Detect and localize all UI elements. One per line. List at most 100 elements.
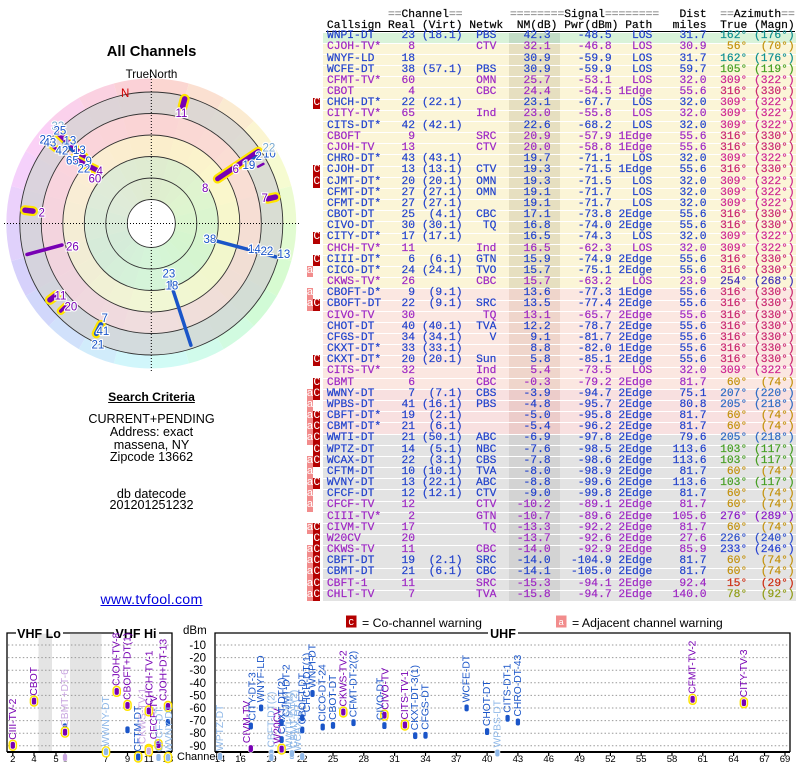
svg-text:25: 25 [54,126,67,138]
svg-text:13: 13 [73,145,86,157]
svg-text:= Co-channel warning: = Co-channel warning [362,616,482,630]
svg-text:20: 20 [40,135,53,147]
svg-text:CIVM-TV: CIVM-TV [242,701,253,743]
svg-text:13: 13 [64,136,77,148]
svg-text:-60: -60 [189,703,206,715]
svg-text:UHF: UHF [490,627,516,641]
svg-text:CBOT: CBOT [29,666,40,695]
svg-text:CHRO-DT-43: CHRO-DT-43 [513,654,524,716]
svg-text:VHF Hi: VHF Hi [116,627,157,641]
svg-text:-40: -40 [189,678,206,690]
svg-text:CFCF-DT: CFCF-DT [155,707,166,752]
svg-text:CFGS-DT: CFGS-DT [421,683,432,729]
svg-text:7: 7 [102,313,108,325]
svg-text:34: 34 [420,754,431,765]
svg-text:-20: -20 [189,653,206,665]
svg-text:CITY-TV-3: CITY-TV-3 [739,649,750,697]
svg-text:4: 4 [31,754,36,765]
svg-text:-90: -90 [189,741,206,753]
svg-text:CFTM-DT: CFTM-DT [133,705,144,751]
svg-text:CFMT-DT-2(2): CFMT-DT-2(2) [349,651,360,717]
svg-text:21: 21 [92,340,105,352]
svg-text:Channel: Channel [177,751,218,763]
svg-text:22: 22 [263,143,276,155]
svg-text:7: 7 [262,193,268,205]
svg-text:60: 60 [89,174,102,186]
svg-text:42: 42 [56,146,69,158]
svg-text:CBMT-DT(2): CBMT-DT(2) [289,690,300,748]
svg-text:22: 22 [261,246,274,258]
svg-text:CHCH-DT(1): CHCH-DT(1) [302,653,313,712]
svg-text:33: 33 [52,121,65,133]
svg-text:WWTI-DT(2): WWTI-DT(2) [284,692,295,750]
svg-text:2: 2 [39,208,45,220]
svg-text:8: 8 [202,183,208,195]
svg-text:43: 43 [513,754,524,765]
svg-text:11: 11 [55,291,67,303]
svg-text:40: 40 [482,754,493,765]
svg-text:WVNY-DT: WVNY-DT [164,704,175,752]
svg-text:-80: -80 [189,728,206,740]
svg-text:WPBS-DT: WPBS-DT [492,699,503,747]
svg-text:20: 20 [65,302,78,314]
svg-text:16: 16 [235,754,246,765]
svg-text:11: 11 [176,108,188,120]
svg-text:CIVO-DT: CIVO-DT [375,677,386,720]
svg-text:CBOT-DT: CBOT-DT [328,674,339,720]
svg-text:N: N [121,88,129,100]
svg-text:CITY-DT-3: CITY-DT-3 [247,672,258,721]
svg-text:CBFT-DT(2): CBFT-DT(2) [266,692,277,748]
svg-text:4: 4 [97,166,104,178]
svg-text:5: 5 [53,754,58,765]
svg-text:-70: -70 [189,716,206,728]
svg-text:55: 55 [636,754,647,765]
svg-text:-50: -50 [189,690,206,702]
svg-text:52: 52 [605,754,616,765]
svg-text:23: 23 [163,269,176,281]
svg-text:CKWS-TV-2: CKWS-TV-2 [338,650,349,706]
svg-text:WPTZ-DT: WPTZ-DT [215,704,226,751]
svg-text:VHF Lo: VHF Lo [17,627,61,641]
svg-text:WCFE-DT: WCFE-DT [462,654,473,702]
svg-text:CJOH+DT-13: CJOH+DT-13 [159,639,170,701]
svg-text:CITS-DT-1: CITS-DT-1 [503,663,514,712]
svg-text:CBOFT+DT(1): CBOFT+DT(1) [123,633,134,700]
svg-text:WNPI-DT: WNPI-DT [308,643,319,688]
svg-text:67: 67 [759,754,770,765]
svg-text:61: 61 [698,754,709,765]
svg-text:25: 25 [328,754,339,765]
svg-text:WNYF-LD: WNYF-LD [256,655,267,702]
svg-text:CKXT-DT(2): CKXT-DT(2) [277,677,288,734]
svg-text:7: 7 [103,754,108,765]
svg-text:= Adjacent channel warning: = Adjacent channel warning [572,616,723,630]
svg-text:14: 14 [248,244,261,256]
svg-text:69: 69 [780,754,791,765]
svg-text:CIVO-TV: CIVO-TV [380,668,391,710]
svg-text:C: C [348,617,354,628]
svg-text:22: 22 [78,164,91,176]
svg-text:CJMT-DT-2: CJMT-DT-2 [282,664,293,717]
svg-text:10: 10 [263,149,276,161]
svg-text:a: a [558,617,564,628]
svg-text:CBOFT-DT: CBOFT-DT [298,672,309,724]
svg-text:WWNY-DT: WWNY-DT [101,696,112,747]
svg-text:CICO-DT-24: CICO-DT-24 [318,664,329,721]
svg-text:CFCF-TV: CFCF-TV [149,695,160,739]
svg-text:65: 65 [66,156,79,168]
svg-text:49: 49 [574,754,585,765]
svg-text:38: 38 [204,234,217,246]
svg-text:CITS-TV-1: CITS-TV-1 [400,671,411,720]
svg-text:64: 64 [728,754,739,765]
svg-text:26: 26 [66,242,79,254]
svg-text:46: 46 [543,754,554,765]
svg-text:2: 2 [10,754,15,765]
svg-text:-30: -30 [189,665,206,677]
svg-text:CFMT-TV-2: CFMT-TV-2 [688,640,699,693]
svg-text:41: 41 [97,326,110,338]
svg-text:31: 31 [389,754,400,765]
svg-text:58: 58 [667,754,678,765]
svg-text:18: 18 [166,281,179,293]
svg-text:W20CV: W20CV [273,708,284,744]
svg-text:9: 9 [86,156,92,168]
svg-text:WCAX-DT: WCAX-DT [293,702,304,751]
